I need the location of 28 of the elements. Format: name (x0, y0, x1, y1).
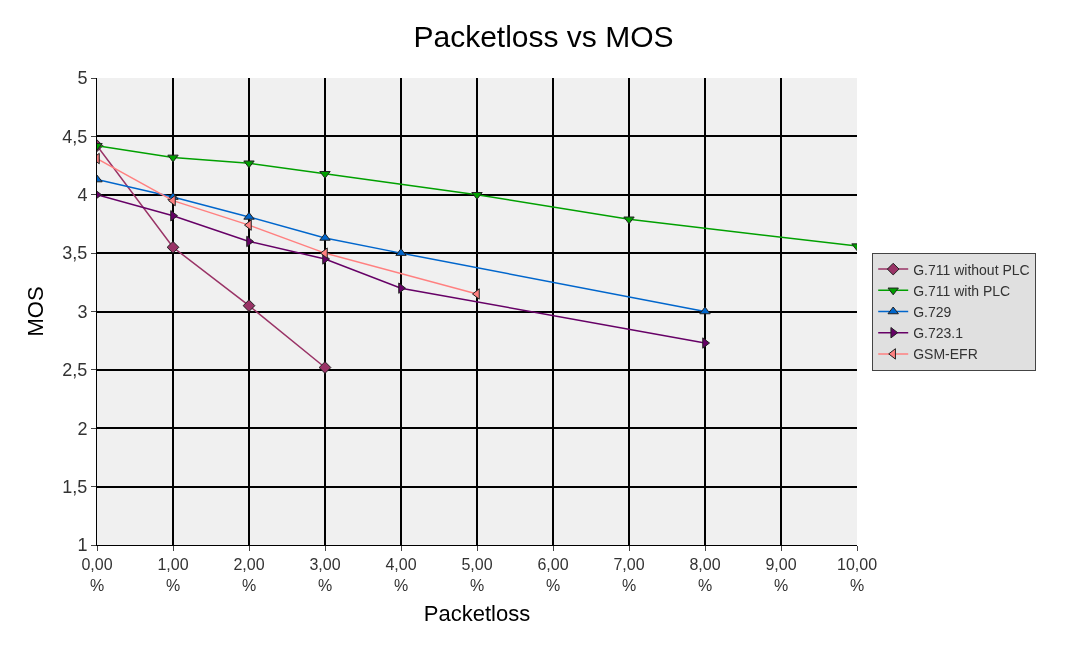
x-tick-label: 5,00 % (461, 556, 493, 594)
legend-label: G.723.1 (913, 325, 964, 342)
y-tick-label: 4 (77, 185, 88, 206)
x-tick-label: 8,00 % (689, 556, 721, 594)
y-tick-label: 1,5 (62, 476, 88, 497)
y-tick-label: 3 (77, 301, 88, 322)
x-tick-label: 4,00 % (385, 556, 417, 594)
x-tick-label: 2,00 % (233, 556, 265, 594)
x-tick-label: 1,00 % (157, 556, 189, 594)
y-axis-title: MOS (23, 286, 48, 337)
y-tick-label: 2,5 (62, 360, 88, 381)
x-tick-label: 0,00 % (81, 556, 113, 594)
y-tick-label: 3,5 (62, 243, 88, 264)
legend-label: G.729 (913, 303, 952, 320)
y-tick-label: 4,5 (62, 126, 88, 147)
x-axis-title: Packetloss (423, 601, 531, 626)
legend-label: G.711 without PLC (913, 261, 1030, 278)
x-tick-label: 3,00 % (309, 556, 341, 594)
x-tick-label: 6,00 % (537, 556, 569, 594)
chart-title: Packetloss vs MOS (413, 19, 674, 53)
x-tick-label: 7,00 % (613, 556, 645, 594)
x-tick-label: 10,00 % (836, 556, 878, 594)
x-tick-label: 9,00 % (765, 556, 797, 594)
legend-label: G.711 with PLC (913, 282, 1011, 299)
legend-label: GSM-EFR (913, 346, 978, 363)
y-tick-label: 5 (77, 68, 88, 89)
y-tick-label: 1 (77, 535, 88, 556)
y-tick-label: 2 (77, 418, 88, 439)
